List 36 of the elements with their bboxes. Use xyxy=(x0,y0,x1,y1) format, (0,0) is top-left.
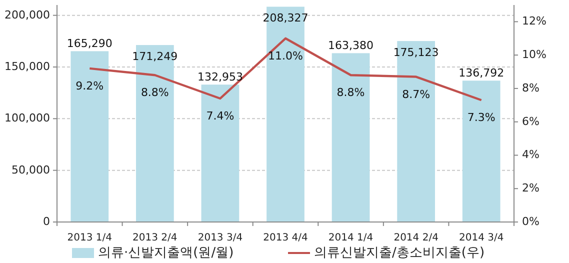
data-label: 9.2% xyxy=(76,79,104,92)
x-tick-label: 2013 1/4 xyxy=(67,232,112,244)
y-tick-label: 0 xyxy=(43,215,50,228)
y2-tick-label: 4% xyxy=(522,148,540,162)
legend-item: 의류·신발지출액(원/월) xyxy=(72,246,234,261)
x-tick-label: 2014 2/4 xyxy=(394,232,438,244)
x-tick-label: 2013 3/4 xyxy=(198,232,243,244)
data-label: 208,327 xyxy=(262,12,308,25)
y-tick-label: 200,000 xyxy=(4,8,50,22)
y2-tick-label: 12% xyxy=(522,14,546,28)
y2-tick-label: 0% xyxy=(522,215,540,228)
data-label: 171,249 xyxy=(132,50,178,64)
y2-tick-label: 10% xyxy=(522,48,546,62)
data-label: 8.7% xyxy=(402,88,430,101)
legend-item: 의류신발지출/총소비지출(우) xyxy=(288,246,485,261)
data-label: 175,123 xyxy=(393,46,439,60)
data-label: 8.8% xyxy=(336,86,365,100)
data-label: 165,290 xyxy=(66,37,112,50)
data-label: 11.0% xyxy=(268,49,303,62)
x-tick-label: 2013 2/4 xyxy=(132,232,178,244)
y-tick-label: 100,000 xyxy=(4,112,50,125)
x-tick-label: 2014 3/4 xyxy=(458,232,504,244)
data-label: 132,953 xyxy=(197,70,243,84)
data-label: 7.3% xyxy=(467,111,496,124)
x-tick-label: 2014 1/4 xyxy=(328,232,374,244)
legend-label: 의류·신발지출액(원/월) xyxy=(98,246,234,261)
data-label: 163,380 xyxy=(328,39,374,52)
y2-tick-label: 2% xyxy=(522,182,540,195)
data-label: 8.8% xyxy=(140,86,169,100)
y2-tick-label: 6% xyxy=(522,114,540,128)
data-label: 7.4% xyxy=(206,109,234,122)
y-tick-label: 50,000 xyxy=(12,163,50,176)
y-tick-label: 150,000 xyxy=(4,60,50,74)
data-label: 136,792 xyxy=(458,66,504,80)
y2-tick-label: 8% xyxy=(522,81,540,94)
x-tick-label: 2013 4/4 xyxy=(263,232,308,244)
